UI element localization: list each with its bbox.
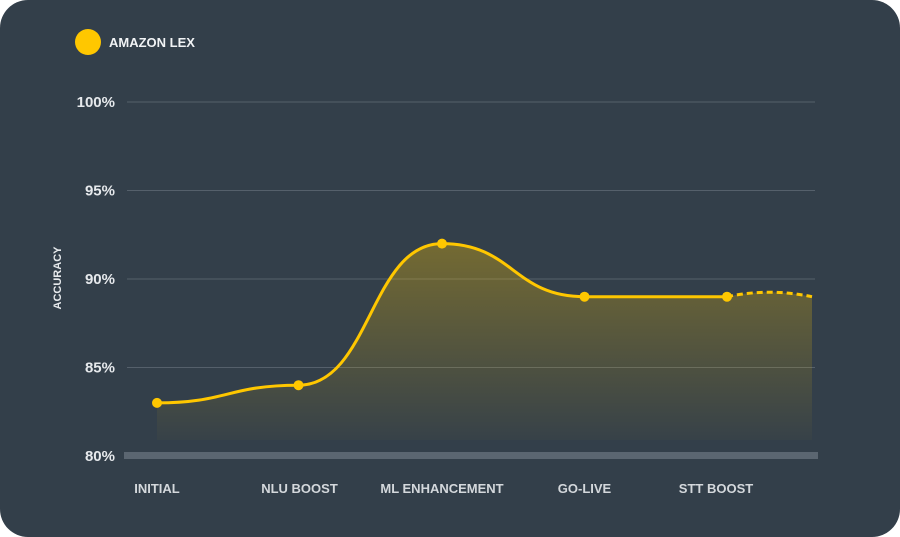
y-tick-label: 90% <box>85 271 115 288</box>
x-tick-label: NLU BOOST <box>261 481 338 496</box>
y-axis-label: ACCURACY <box>52 246 64 310</box>
data-point-ml-enhancement[interactable] <box>437 238 447 249</box>
y-tick-label: 95% <box>85 183 115 200</box>
y-tick-label: 80% <box>85 448 115 465</box>
y-tick-label: 100% <box>77 94 115 111</box>
projected-line <box>726 290 813 299</box>
data-point-nlu-boost[interactable] <box>293 380 304 391</box>
x-tick-label: STT BOOST <box>679 481 753 496</box>
series-line <box>156 242 727 405</box>
data-point-go-live[interactable] <box>579 291 590 302</box>
legend-label[interactable]: AMAZON LEX <box>109 35 195 50</box>
y-tick-label: 85% <box>85 360 115 377</box>
x-axis-baseline <box>124 452 818 459</box>
x-tick-label: GO-LIVE <box>558 481 612 496</box>
data-point-stt-boost[interactable] <box>722 291 732 302</box>
area-fill <box>157 243 812 440</box>
x-tick-label: INITIAL <box>134 481 180 496</box>
x-tick-label: ML ENHANCEMENT <box>380 481 503 496</box>
data-point-initial[interactable] <box>152 397 162 408</box>
legend-marker <box>75 29 101 55</box>
